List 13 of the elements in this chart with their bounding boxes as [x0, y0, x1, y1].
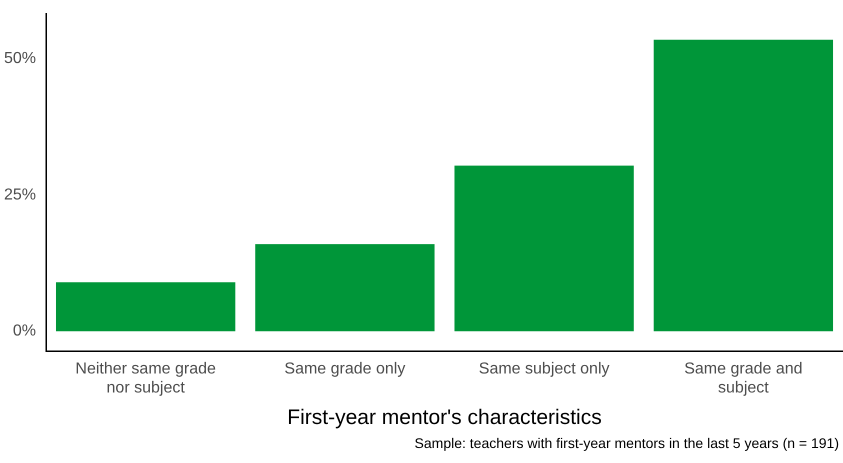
x-tick-label: Neither same grade nor subject — [75, 360, 216, 397]
x-axis-title: First-year mentor's characteristics — [287, 406, 602, 430]
y-tick-label: 25% — [4, 186, 36, 204]
x-tick-label: Same grade and subject — [684, 360, 803, 397]
x-tick-label: Same grade only — [284, 360, 406, 378]
bar — [56, 282, 236, 332]
text: Sample: teachers with first-year mentors in the last 5 years (n = 191) — [414, 435, 840, 451]
bar — [454, 166, 634, 332]
bar — [654, 40, 834, 332]
x-tick-label: Same subject only — [478, 360, 610, 378]
bar — [255, 244, 435, 332]
y-tick-label: 50% — [4, 50, 36, 68]
y-tick-label: 0% — [12, 322, 36, 340]
